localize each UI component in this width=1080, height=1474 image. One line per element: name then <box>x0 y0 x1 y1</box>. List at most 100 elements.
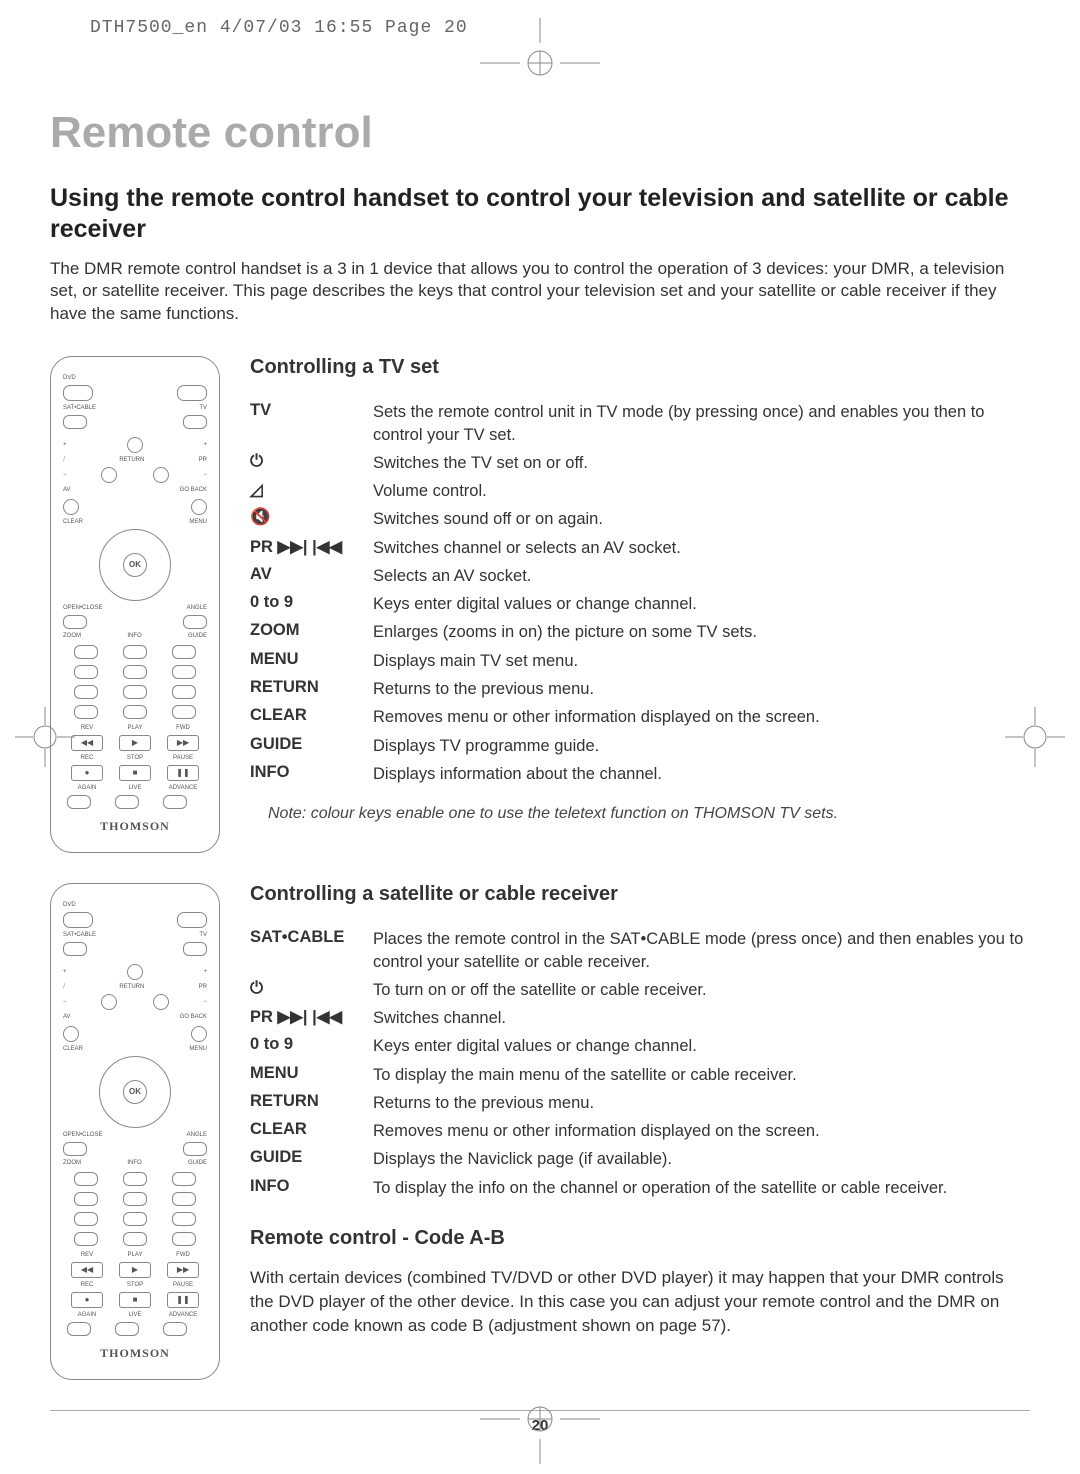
key-desc: Returns to the previous menu. <box>373 1092 1030 1114</box>
remote-label: PLAY <box>115 725 155 731</box>
key-label: ⏻ <box>250 452 373 474</box>
remote-label: AV <box>63 487 71 493</box>
chapter-title: Remote control <box>50 108 1030 158</box>
key-label: INFO <box>250 763 373 785</box>
sat-table: SAT•CABLEPlaces the remote control in th… <box>250 922 1030 1205</box>
key-desc: Removes menu or other information displa… <box>373 706 1030 728</box>
remote-label: ANGLE <box>187 605 207 611</box>
key-desc: Keys enter digital values or change chan… <box>373 593 1030 615</box>
remote-brand: THOMSON <box>63 1346 207 1361</box>
sat-controls-col: Controlling a satellite or cable receive… <box>250 883 1030 1380</box>
remote-label: FWD <box>163 725 203 731</box>
remote-label: STOP <box>115 1282 155 1288</box>
crop-mark-top <box>480 18 600 88</box>
tv-note: Note: colour keys enable one to use the … <box>268 805 1030 823</box>
key-desc: Enlarges (zooms in on) the picture on so… <box>373 621 1030 643</box>
key-desc: Places the remote control in the SAT•CAB… <box>373 928 1030 973</box>
key-label: CLEAR <box>250 706 373 728</box>
remote-label: DVD <box>63 902 76 908</box>
key-desc: Selects an AV socket. <box>373 565 1030 587</box>
key-desc: Displays TV programme guide. <box>373 735 1030 757</box>
remote-label: LIVE <box>115 1312 155 1318</box>
remote-label: RETURN <box>119 984 144 990</box>
tv-controls-col: Controlling a TV set TVSets the remote c… <box>250 356 1030 853</box>
key-label: SAT•CABLE <box>250 928 373 973</box>
remote-label: ANGLE <box>187 1132 207 1138</box>
key-desc: Displays the Naviclick page (if availabl… <box>373 1148 1030 1170</box>
key-desc: Volume control. <box>373 480 1030 502</box>
remote-label: INFO <box>127 1160 141 1166</box>
key-label: ◿ <box>250 480 373 502</box>
remote-label: PLAY <box>115 1252 155 1258</box>
key-label: MENU <box>250 1064 373 1086</box>
key-desc: Removes menu or other information displa… <box>373 1120 1030 1142</box>
remote-label: AV <box>63 1014 71 1020</box>
key-label: RETURN <box>250 1092 373 1114</box>
section-title: Using the remote control handset to cont… <box>50 183 1030 246</box>
key-label: 🔇 <box>250 508 373 530</box>
remote-label: CLEAR <box>63 1046 83 1052</box>
key-desc: Switches the TV set on or off. <box>373 452 1030 474</box>
remote-label: SAT•CABLE <box>63 405 96 411</box>
remote-label: PR <box>199 457 207 463</box>
remote-label: ADVANCE <box>163 1312 203 1318</box>
remote-illustration-2: DVD SAT•CABLETV ++ ⧸RETURNPR −− AVGO BAC… <box>50 883 220 1380</box>
key-label: 0 to 9 <box>250 593 373 615</box>
key-label: RETURN <box>250 678 373 700</box>
remote-label: MENU <box>189 519 207 525</box>
key-desc: To display the info on the channel or op… <box>373 1177 1030 1199</box>
page: DTH7500_en 4/07/03 16:55 Page 20 Remote … <box>0 0 1080 1474</box>
key-label: TV <box>250 401 373 446</box>
tv-heading: Controlling a TV set <box>250 356 1030 379</box>
remote-label: ZOOM <box>63 1160 81 1166</box>
remote-label: INFO <box>127 633 141 639</box>
remote-label: STOP <box>115 755 155 761</box>
remote-label: REC <box>67 1282 107 1288</box>
row-sat: DVD SAT•CABLETV ++ ⧸RETURNPR −− AVGO BAC… <box>50 883 1030 1380</box>
remote-label: OPEN•CLOSE <box>63 605 102 611</box>
tv-table: TVSets the remote control unit in TV mod… <box>250 395 1030 791</box>
remote-label: CLEAR <box>63 519 83 525</box>
remote-label: RETURN <box>119 457 144 463</box>
remote-label: SAT•CABLE <box>63 932 96 938</box>
key-label: PR ▶▶| |◀◀ <box>250 1007 373 1029</box>
remote-label: OPEN•CLOSE <box>63 1132 102 1138</box>
remote-label: PAUSE <box>163 755 203 761</box>
key-desc: Sets the remote control unit in TV mode … <box>373 401 1030 446</box>
key-desc: Displays main TV set menu. <box>373 650 1030 672</box>
key-label: CLEAR <box>250 1120 373 1142</box>
remote-label: GO BACK <box>180 487 207 493</box>
key-label: GUIDE <box>250 1148 373 1170</box>
intro-paragraph: The DMR remote control handset is a 3 in… <box>50 258 1030 327</box>
key-desc: Switches channel or selects an AV socket… <box>373 537 1030 559</box>
remote-illustration-1: DVD SAT•CABLETV ++ ⧸RETURNPR −− AVGO BAC… <box>50 356 220 853</box>
crop-mark-right <box>1005 707 1065 767</box>
remote-label: DVD <box>63 375 76 381</box>
remote-label: REV <box>67 1252 107 1258</box>
remote-label: AGAIN <box>67 785 107 791</box>
key-label: ⏻ <box>250 979 373 1001</box>
code-heading: Remote control - Code A-B <box>250 1227 1030 1250</box>
key-desc: Displays information about the channel. <box>373 763 1030 785</box>
remote-label: TV <box>199 405 207 411</box>
key-label: ZOOM <box>250 621 373 643</box>
remote-label: GUIDE <box>188 633 207 639</box>
code-body: With certain devices (combined TV/DVD or… <box>250 1266 1030 1337</box>
key-label: GUIDE <box>250 735 373 757</box>
key-label: PR ▶▶| |◀◀ <box>250 537 373 559</box>
remote-label: GO BACK <box>180 1014 207 1020</box>
remote-label: LIVE <box>115 785 155 791</box>
remote-label: ZOOM <box>63 633 81 639</box>
row-tv: DVD SAT•CABLETV ++ ⧸RETURNPR −− AVGO BAC… <box>50 356 1030 853</box>
key-label: AV <box>250 565 373 587</box>
remote-label: AGAIN <box>67 1312 107 1318</box>
remote-label: FWD <box>163 1252 203 1258</box>
remote-label: PAUSE <box>163 1282 203 1288</box>
remote-label: PR <box>199 984 207 990</box>
remote-brand: THOMSON <box>63 819 207 834</box>
key-label: 0 to 9 <box>250 1035 373 1057</box>
key-desc: Switches channel. <box>373 1007 1030 1029</box>
remote-label: TV <box>199 932 207 938</box>
sat-heading: Controlling a satellite or cable receive… <box>250 883 1030 906</box>
key-desc: To turn on or off the satellite or cable… <box>373 979 1030 1001</box>
